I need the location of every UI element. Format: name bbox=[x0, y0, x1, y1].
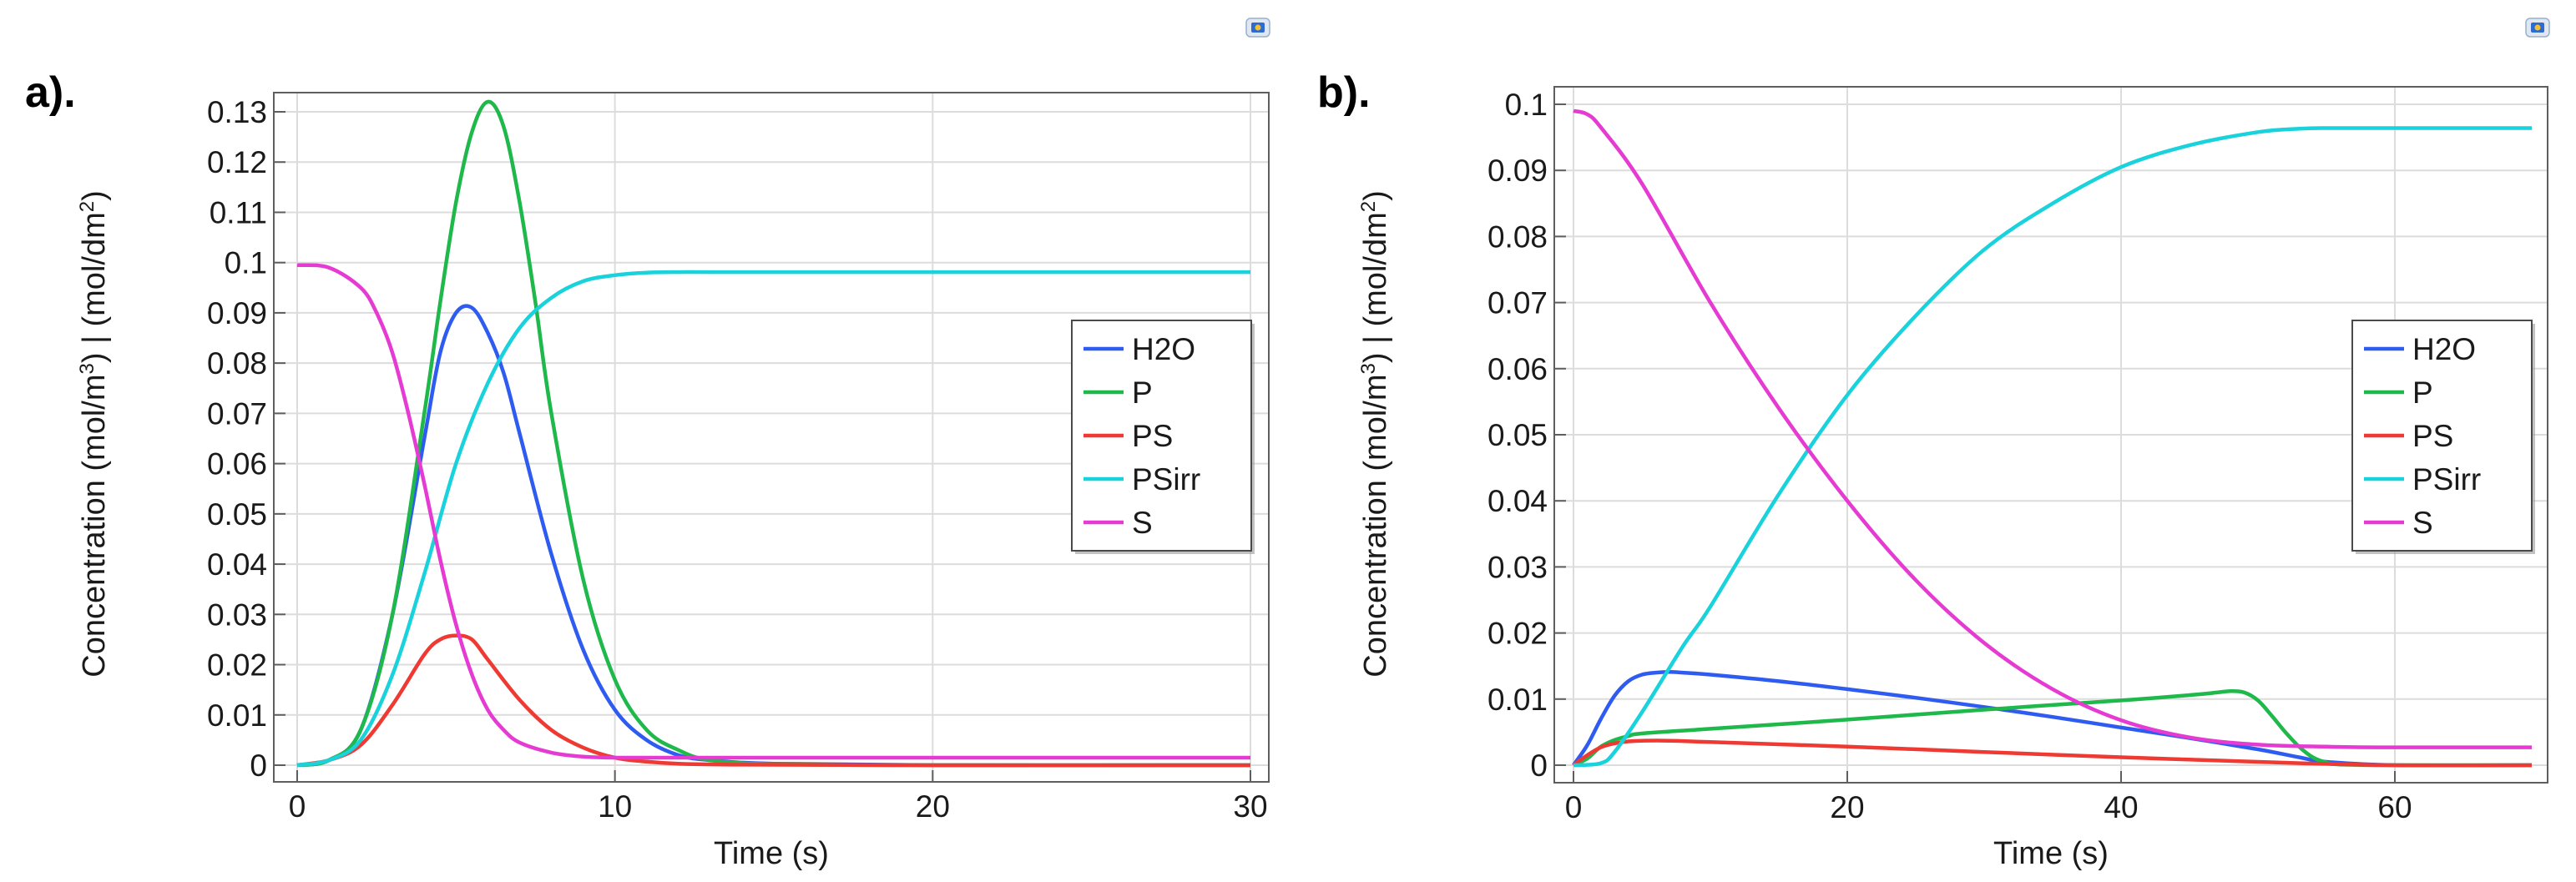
y-tick-label: 0.04 bbox=[1488, 484, 1548, 518]
x-tick-label: 0 bbox=[289, 789, 306, 824]
x-tick-label: 10 bbox=[598, 789, 632, 824]
legend-label-s: S bbox=[1132, 506, 1153, 540]
series-line-ps bbox=[296, 633, 1251, 768]
y-axis-label-b-prefix: Concentration (mol/m bbox=[1358, 375, 1393, 678]
legend-box bbox=[2351, 320, 2533, 552]
series-line-h2o bbox=[1572, 670, 2533, 768]
x-tick-label: 40 bbox=[2104, 790, 2138, 824]
camera-icon[interactable] bbox=[1245, 18, 1270, 38]
series-line-ps bbox=[1572, 738, 2533, 768]
legend-label-p: P bbox=[2412, 375, 2433, 410]
legend-label-h2o: H2O bbox=[1132, 332, 1195, 366]
y-axis-label-b-suffix: ) bbox=[1358, 190, 1393, 201]
legend-a[interactable]: H2O P PS PSirr S bbox=[1071, 320, 1255, 554]
y-tick-label: 0.01 bbox=[207, 698, 267, 733]
y-tick-label: 0.08 bbox=[1488, 219, 1548, 254]
series-line-p bbox=[296, 99, 1251, 768]
y-axis-label-a-prefix: Concentration (mol/m bbox=[77, 375, 112, 678]
y-tick-label: 0.09 bbox=[207, 296, 267, 330]
y-axis-label-a: Concentration (mol/m3) | (mol/dm2) bbox=[76, 190, 113, 678]
x-tick-label: 0 bbox=[1565, 790, 1583, 824]
y-tick-label: 0.1 bbox=[1505, 88, 1548, 122]
y-tick-label: 0.12 bbox=[207, 145, 267, 179]
legend-label-p: P bbox=[1132, 375, 1153, 410]
series-line-psirr bbox=[1573, 126, 2532, 768]
y-tick-label: 0.08 bbox=[207, 346, 267, 381]
camera-icon[interactable] bbox=[2525, 18, 2550, 38]
plot-frame-a bbox=[273, 92, 1270, 783]
y-tick-label: 0.06 bbox=[207, 447, 267, 481]
y-tick-label: 0.04 bbox=[207, 547, 267, 582]
series-line-s bbox=[1573, 108, 2533, 749]
y-tick-label: 0.05 bbox=[207, 497, 267, 532]
series-lines-b bbox=[1572, 108, 2533, 768]
y-tick-label: 0.02 bbox=[1488, 617, 1548, 651]
panel-b: b). 0 0.01 0.02 0.03 0.04 0.05 0.06 0.07 0.08 0.0… bbox=[1317, 18, 2550, 871]
y-axis-label-b-mid: ) | (mol/dm bbox=[1358, 212, 1393, 363]
x-axis-label-a: Time (s) bbox=[714, 836, 829, 871]
x-tick-label: 60 bbox=[2377, 790, 2412, 824]
panel-label-b: b). bbox=[1317, 68, 1371, 117]
y-tick-label: 0 bbox=[1530, 748, 1548, 783]
legend-label-h2o: H2O bbox=[2412, 332, 2476, 366]
y-tick-label: 0.03 bbox=[207, 597, 267, 632]
legend-label-ps: PS bbox=[2412, 419, 2453, 453]
x-tick-label: 30 bbox=[1233, 789, 1267, 824]
legend-label-psirr: PSirr bbox=[1132, 462, 1200, 496]
y-tick-label: 0.06 bbox=[1488, 352, 1548, 386]
legend-label-s: S bbox=[2412, 506, 2433, 540]
series-line-s bbox=[296, 263, 1250, 760]
y-tick-label: 0 bbox=[250, 748, 267, 783]
legend-label-ps: PS bbox=[1132, 419, 1173, 453]
y-axis-label-b: Concentration (mol/m3) | (mol/dm2) bbox=[1357, 190, 1394, 678]
x-axis-label-b: Time (s) bbox=[1993, 836, 2109, 871]
y-axis-label-a-sup1: 3 bbox=[76, 363, 98, 374]
x-tick-label: 20 bbox=[1830, 790, 1864, 824]
panel-a: a). 0 0.01 0.02 0.03 0.04 0.05 0.06 0.07 0.08 0.0… bbox=[25, 18, 1270, 871]
y-tick-label: 0.07 bbox=[207, 396, 267, 431]
y-axis-label-a-mid: ) | (mol/dm bbox=[77, 212, 112, 363]
ticks-a: 0 0.01 0.02 0.03 0.04 0.05 0.06 0.07 0.08 0.09 0.1… bbox=[207, 95, 1268, 824]
y-axis-label-a-suffix: ) bbox=[77, 190, 112, 201]
series-line-psirr bbox=[296, 270, 1250, 768]
y-tick-label: 0.01 bbox=[1488, 683, 1548, 717]
y-tick-label: 0.07 bbox=[1488, 286, 1548, 320]
y-tick-label: 0.13 bbox=[207, 95, 267, 129]
y-tick-label: 0.11 bbox=[210, 195, 267, 229]
grid-b bbox=[1554, 87, 2548, 783]
panel-label-a: a). bbox=[25, 68, 76, 117]
series-lines-a bbox=[296, 99, 1251, 768]
y-tick-label: 0.09 bbox=[1488, 154, 1548, 188]
x-tick-label: 20 bbox=[916, 789, 950, 824]
y-tick-label: 0.05 bbox=[1488, 418, 1548, 452]
legend-b[interactable]: H2O P PS PSirr S bbox=[2351, 320, 2535, 554]
y-axis-label-b-sup2: 2 bbox=[1357, 201, 1380, 212]
y-tick-label: 0.02 bbox=[207, 648, 267, 683]
legend-label-psirr: PSirr bbox=[2412, 462, 2481, 496]
y-tick-label: 0.1 bbox=[225, 246, 267, 280]
y-axis-label-a-sup2: 2 bbox=[76, 201, 98, 212]
y-axis-label-b-sup1: 3 bbox=[1357, 363, 1380, 374]
y-tick-label: 0.03 bbox=[1488, 550, 1548, 584]
ticks-b: 0 0.01 0.02 0.03 0.04 0.05 0.06 0.07 0.08 0.09 0.1… bbox=[1488, 88, 2412, 824]
